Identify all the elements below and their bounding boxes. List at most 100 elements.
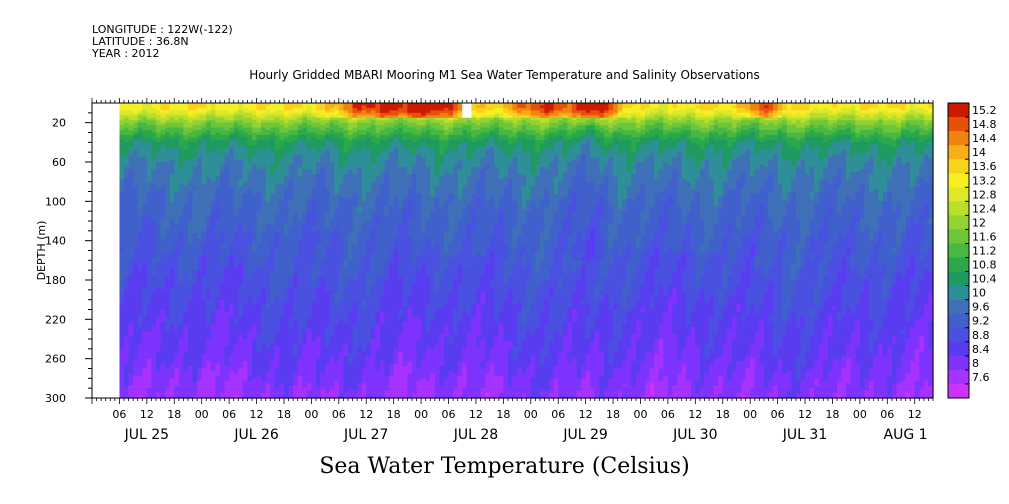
heatmap-cell — [128, 166, 134, 170]
heatmap-cell — [242, 206, 248, 210]
heatmap-cell — [137, 311, 143, 316]
heatmap-cell — [178, 120, 185, 124]
heatmap-cell — [165, 309, 171, 313]
heatmap-cell — [183, 260, 189, 264]
heatmap-cell — [142, 336, 148, 340]
heatmap-cell — [224, 159, 230, 163]
heatmap-cell — [142, 260, 148, 264]
heatmap-cell — [215, 324, 221, 328]
heatmap-cell — [215, 223, 221, 227]
heatmap-cell — [128, 385, 134, 389]
heatmap-cell — [128, 329, 134, 333]
heatmap-cell — [128, 378, 134, 382]
heatmap-cell — [238, 184, 244, 188]
heatmap-cell — [155, 380, 162, 384]
heatmap-cell — [201, 213, 207, 217]
heatmap-cell — [187, 292, 194, 296]
heatmap-cell — [142, 284, 148, 288]
heatmap-cell — [219, 280, 226, 284]
heatmap-cell — [169, 201, 175, 205]
heatmap-cell — [210, 284, 217, 288]
heatmap-cell — [238, 309, 244, 313]
heatmap-cell — [201, 169, 207, 173]
heatmap-cell — [215, 309, 221, 313]
heatmap-cell — [229, 137, 235, 141]
heatmap-cell — [160, 324, 166, 328]
heatmap-cell — [151, 164, 157, 168]
heatmap-cell — [151, 363, 157, 367]
heatmap-cell — [128, 326, 134, 330]
heatmap-cell — [192, 311, 198, 316]
heatmap-cell — [174, 304, 180, 308]
heatmap-cell — [146, 198, 153, 202]
heatmap-cell — [229, 103, 235, 107]
heatmap-cell — [178, 343, 185, 347]
heatmap-cell — [119, 316, 125, 320]
heatmap-cell — [210, 329, 217, 333]
heatmap-cell — [183, 314, 189, 318]
heatmap-cell — [215, 314, 221, 318]
heatmap-cell — [146, 110, 153, 114]
heatmap-cell — [183, 336, 189, 340]
heatmap-cell — [229, 206, 235, 210]
heatmap-cell — [119, 235, 125, 239]
heatmap-cell — [165, 373, 171, 377]
heatmap-cell — [178, 336, 185, 340]
heatmap-cell — [215, 297, 221, 301]
heatmap-cell — [155, 166, 162, 170]
heatmap-cell — [128, 366, 134, 370]
heatmap-cell — [187, 193, 194, 198]
heatmap-cell — [174, 122, 180, 126]
heatmap-cell — [133, 302, 139, 306]
heatmap-cell — [187, 125, 194, 129]
heatmap-cell — [119, 211, 125, 215]
heatmap-cell — [219, 262, 226, 266]
heatmap-cell — [201, 162, 207, 166]
heatmap-cell — [174, 319, 180, 323]
heatmap-cell — [165, 189, 171, 193]
heatmap-cell — [229, 238, 235, 242]
heatmap-cell — [238, 189, 244, 193]
heatmap-cell — [146, 341, 153, 345]
heatmap-cell — [133, 353, 139, 357]
heatmap-cell — [137, 307, 143, 311]
heatmap-cell — [229, 299, 235, 303]
heatmap-cell — [160, 260, 166, 264]
heatmap-cell — [197, 375, 203, 379]
heatmap-cell — [119, 159, 125, 163]
heatmap-cell — [155, 309, 162, 313]
heatmap-cell — [206, 238, 212, 242]
heatmap-cell — [146, 378, 153, 382]
heatmap-cell — [155, 142, 162, 146]
heatmap-cell — [183, 292, 189, 296]
heatmap-cell — [133, 159, 139, 163]
heatmap-cell — [137, 353, 143, 357]
heatmap-cell — [128, 252, 134, 257]
heatmap-cell — [219, 149, 226, 153]
heatmap-cell — [183, 348, 189, 352]
heatmap-cell — [174, 130, 180, 134]
heatmap-cell — [174, 243, 180, 247]
heatmap-cell — [219, 240, 226, 244]
heatmap-cell — [197, 363, 203, 367]
heatmap-cell — [178, 248, 185, 252]
heatmap-cell — [197, 356, 203, 360]
heatmap-cell — [183, 157, 189, 161]
heatmap-cell — [165, 122, 171, 126]
heatmap-cell — [146, 149, 153, 153]
heatmap-cell — [155, 193, 162, 198]
heatmap-cell — [155, 294, 162, 298]
heatmap-cell — [123, 245, 130, 249]
heatmap-cell — [146, 265, 153, 269]
heatmap-cell — [215, 103, 221, 107]
heatmap-cell — [197, 368, 203, 372]
heatmap-cell — [155, 304, 162, 308]
heatmap-cell — [224, 380, 230, 384]
heatmap-cell — [165, 339, 171, 343]
heatmap-cell — [133, 348, 139, 352]
heatmap-cell — [146, 326, 153, 330]
heatmap-cell — [137, 117, 143, 121]
heatmap-cell — [146, 147, 153, 151]
heatmap-cell — [183, 329, 189, 333]
heatmap-cell — [229, 171, 235, 175]
